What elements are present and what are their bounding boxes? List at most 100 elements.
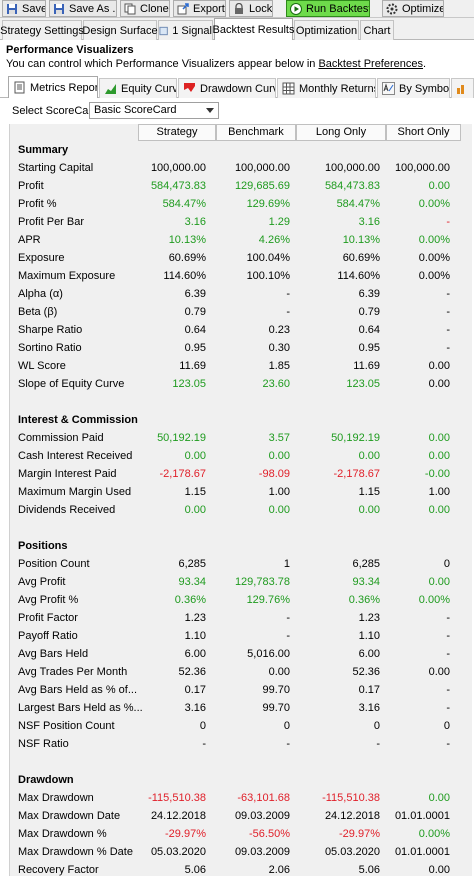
metric-value: 584.47% [336,198,380,210]
metric-label: Maximum Margin Used [18,486,132,498]
metric-label: Avg Trades Per Month [18,666,128,678]
metric-label: Avg Profit [18,576,66,588]
abc-symbol-icon [382,82,395,95]
optimize-button[interactable]: Optimize [382,0,444,17]
tab-monthly-returns-label: Monthly Returns [299,82,376,95]
metric-value: 0 [283,720,290,732]
metric-label: Profit % [18,198,57,210]
metric-value: 0.00 [428,450,450,462]
metric-value: 5.06 [184,864,206,876]
column-header-benchmark[interactable]: Benchmark [216,124,296,141]
tab-backtest-results[interactable]: Backtest Results [213,18,294,40]
metric-value: -2,178.67 [333,468,380,480]
metric-label: Avg Bars Held [18,648,89,660]
optimize-label: Optimize [402,2,444,15]
metric-value: -115,510.38 [148,792,206,804]
metric-value: - [446,630,450,642]
section-header: Positions [10,537,472,555]
export-button[interactable]: Export [173,0,226,17]
table-row: Starting Capital 100,000.00 100,000.00 100,… [10,159,472,177]
tab-equity-curve[interactable]: Equity Curve [99,78,177,98]
metric-value: 52.36 [178,666,206,678]
table-row: Recovery Factor 5.06 2.06 5.06 0.00 [10,861,472,876]
save-as-button[interactable]: Save As ... [49,0,117,17]
tab-more[interactable]: D [451,78,474,98]
metric-value: 60.69% [342,252,380,264]
chart-icon [457,85,464,94]
tab-signal[interactable]: 1 Signal [158,20,213,40]
table-row: WL Score 11.69 1.85 11.69 0.00 [10,357,472,375]
metric-value: 60.69% [168,252,206,264]
metric-label: Dividends Received [18,504,116,516]
table-row: Sharpe Ratio 0.64 0.23 0.64 - [10,321,472,339]
tab-chart[interactable]: Chart [360,20,394,40]
chevron-down-icon [206,108,214,113]
tab-drawdown-curve[interactable]: Drawdown Curve [178,78,276,98]
table-row: Max Drawdown % Date 05.03.2020 09.03.2009 0… [10,843,472,861]
export-label: Export [193,2,225,15]
metric-value: - [446,702,450,714]
tab-metrics-report-label: Metrics Report [30,81,98,94]
table-row: Avg Bars Held 6.00 5,016.00 6.00 - [10,645,472,663]
lock-icon [235,2,243,14]
metric-label: APR [18,234,41,246]
metric-value: - [446,648,450,660]
tab-monthly-returns[interactable]: Monthly Returns [277,78,376,98]
table-row: Profit % 584.47% 129.69% 584.47% 0.00% [10,195,472,213]
column-header-long-only[interactable]: Long Only [296,124,386,141]
metric-value: 93.34 [352,576,380,588]
tab-metrics-report[interactable]: Metrics Report [8,76,98,98]
tab-by-symbol-label: By Symbol [399,82,450,95]
column-header-short-only[interactable]: Short Only [386,124,461,141]
column-header-strategy[interactable]: Strategy [138,124,216,141]
metric-value: 1.23 [358,612,380,624]
backtest-preferences-link[interactable]: Backtest Preferences [318,58,424,70]
tab-strategy-settings[interactable]: Strategy Settings [0,20,84,40]
calendar-grid-icon [282,82,295,95]
metric-value: 1.10 [184,630,206,642]
metric-value: 6.39 [358,288,380,300]
metric-value: 99.70 [262,702,290,714]
table-row: Max Drawdown Date 24.12.2018 09.03.2009 24.… [10,807,472,825]
section-header: Interest & Commission [10,411,472,429]
tab-optimization[interactable]: Optimization [294,20,359,40]
metric-value: 6.00 [184,648,206,660]
tab-by-symbol[interactable]: By Symbol [377,78,450,98]
run-backtest-button[interactable]: Run Backtest [286,0,370,17]
table-row: Cash Interest Received 0.00 0.00 0.00 0.00 [10,447,472,465]
metric-value: 0.36% [174,594,206,606]
main-tabs: Strategy Settings Design Surface 1 Signa… [0,18,474,40]
metric-value: 6.00 [358,648,380,660]
tab-drawdown-curve-label: Drawdown Curve [200,82,276,95]
metric-value: 01.01.0001 [394,810,450,822]
metric-value: 50,192.19 [157,432,206,444]
metric-value: 0.00 [428,504,450,516]
clone-button[interactable]: Clone [120,0,170,17]
tab-design-surface[interactable]: Design Surface [82,20,158,40]
lock-button[interactable]: Lock [229,0,273,17]
table-row: Exposure 60.69% 100.04% 60.69% 0.00% [10,249,472,267]
metric-value: - [446,738,450,750]
metric-value: 6.39 [184,288,206,300]
metric-label: Slope of Equity Curve [18,378,125,390]
scorecard-select[interactable]: Basic ScoreCard [89,102,219,119]
lock-label: Lock [249,2,273,15]
metric-value: - [446,306,450,318]
metric-value: -29.97% [339,828,380,840]
section-title: Summary [18,144,69,156]
metric-value: 0.17 [358,684,380,696]
metric-label: Max Drawdown [18,792,94,804]
metric-value: 0.64 [358,324,380,336]
metric-label: Payoff Ratio [18,630,78,642]
metric-value: 123.05 [172,378,206,390]
metric-label: NSF Position Count [18,720,115,732]
spacer-row [10,393,472,411]
metric-value: 0.95 [358,342,380,354]
metric-value: 05.03.2020 [150,846,206,858]
save-button[interactable]: Save [2,0,46,17]
metric-value: 1.23 [184,612,206,624]
metric-value: 0 [199,720,206,732]
metric-label: Commission Paid [18,432,104,444]
metric-value: - [286,612,290,624]
metric-value: 0.00 [428,864,450,876]
